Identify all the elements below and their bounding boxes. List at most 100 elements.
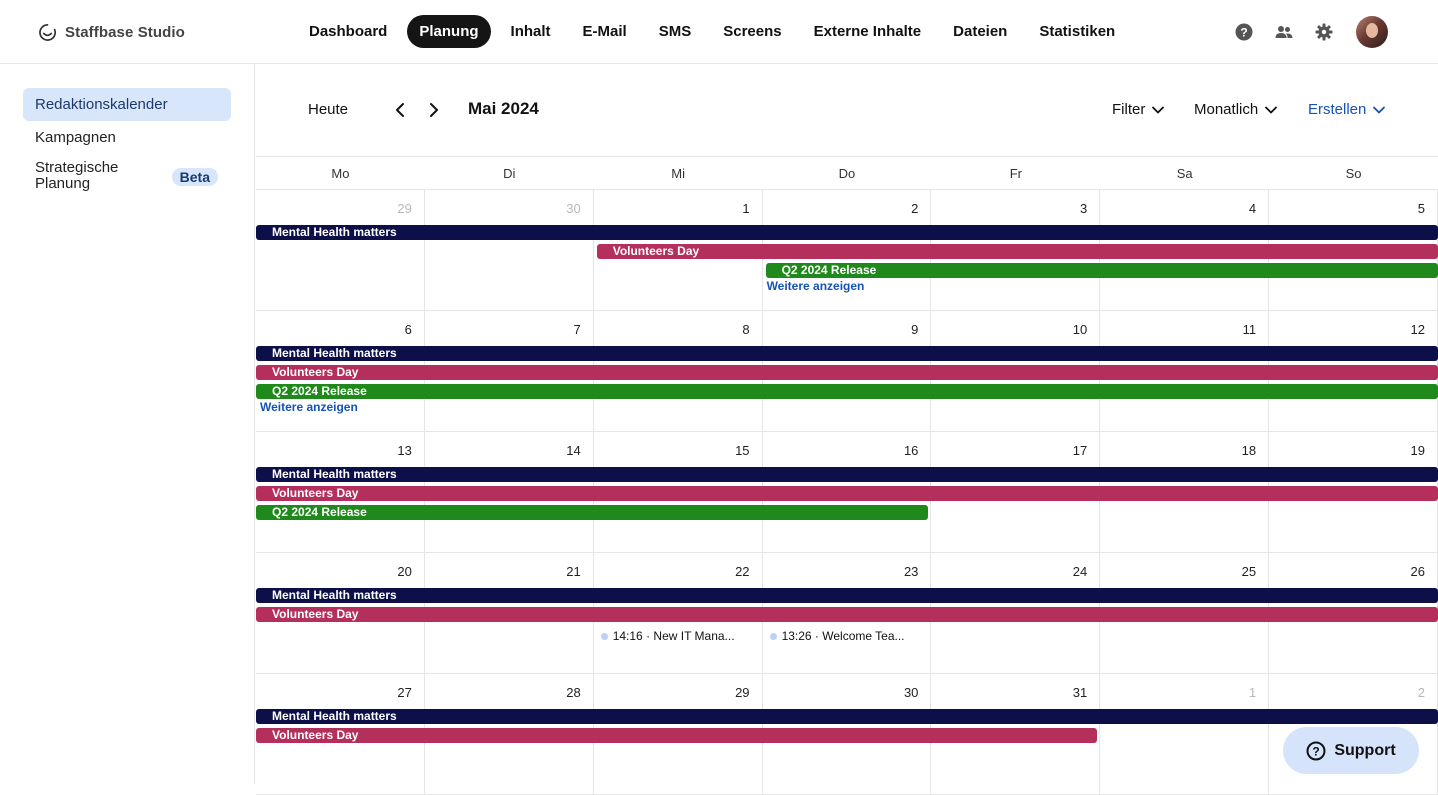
event-bar[interactable]: Q2 2024 Release xyxy=(256,505,929,520)
avatar[interactable] xyxy=(1356,16,1388,48)
day-number: 1 xyxy=(1248,685,1257,700)
sidebar-item-redaktionskalender[interactable]: Redaktionskalender xyxy=(23,88,231,121)
svg-text:?: ? xyxy=(1313,744,1320,758)
day-number: 16 xyxy=(903,443,919,458)
scheduled-post[interactable]: 14:16 · New IT Mana... xyxy=(600,629,735,643)
chevron-down-icon xyxy=(1265,106,1278,114)
nav-email[interactable]: E-Mail xyxy=(582,23,627,40)
event-bar[interactable]: Volunteers Day xyxy=(596,244,1438,259)
create-dropdown[interactable]: Erstellen xyxy=(1308,101,1386,118)
event-bar[interactable]: Mental Health matters xyxy=(256,588,1438,603)
next-month-icon[interactable] xyxy=(424,100,444,120)
day-cell[interactable]: 1 xyxy=(1100,674,1270,795)
gear-icon[interactable] xyxy=(1304,14,1344,50)
chevron-down-icon xyxy=(1373,106,1386,114)
sidebar-item-kampagnen[interactable]: Kampagnen xyxy=(23,128,231,148)
day-number: 29 xyxy=(735,685,750,700)
event-bar[interactable]: Mental Health matters xyxy=(256,225,1438,240)
nav-statistiken[interactable]: Statistiken xyxy=(1039,23,1116,40)
sidebar-item-strategische-planung[interactable]: Strategische Planung Beta xyxy=(23,160,231,194)
day-number: 9 xyxy=(911,322,919,337)
help-icon[interactable]: ? xyxy=(1224,14,1264,50)
show-more-link[interactable]: Weitere anzeigen xyxy=(766,279,865,293)
day-number: 20 xyxy=(397,564,412,579)
event-bar[interactable]: Volunteers Day xyxy=(256,486,1438,501)
nav-externe-inhalte[interactable]: Externe Inhalte xyxy=(813,23,922,40)
day-number: 3 xyxy=(1080,201,1088,216)
nav-sms[interactable]: SMS xyxy=(658,23,692,40)
scheduled-post[interactable]: 13:26 · Welcome Tea... xyxy=(769,629,905,643)
nav-inhalt[interactable]: Inhalt xyxy=(510,23,551,40)
post-label: 13:26 · Welcome Tea... xyxy=(781,629,905,643)
create-label: Erstellen xyxy=(1308,101,1367,118)
view-dropdown[interactable]: Monatlich xyxy=(1194,101,1278,118)
day-cell[interactable]: 30 xyxy=(425,190,594,311)
calendar-week: 20 21 22 23 24 25 26 Mental Health matters Volun… xyxy=(256,553,1438,674)
day-number: 24 xyxy=(1072,564,1088,579)
day-number: 8 xyxy=(742,322,750,337)
day-number: 2 xyxy=(911,201,919,216)
month-title: Mai 2024 xyxy=(468,99,539,118)
weekday-label: Mi xyxy=(671,166,685,181)
day-number: 29 xyxy=(397,201,412,216)
weekday-label: Di xyxy=(503,166,516,181)
sidebar-item-label: Kampagnen xyxy=(35,129,116,146)
top-icons: ? xyxy=(1224,14,1388,50)
calendar-toolbar: Heute Mai 2024 Filter Monatlich Erstelle… xyxy=(256,64,1438,157)
day-number: 12 xyxy=(1410,322,1425,337)
day-number: 19 xyxy=(1410,443,1425,458)
show-more-link[interactable]: Weitere anzeigen xyxy=(260,400,358,414)
day-cell[interactable]: 31 xyxy=(931,674,1101,795)
day-number: 27 xyxy=(397,685,412,700)
weekday-label: Sa xyxy=(1176,166,1193,181)
people-icon[interactable] xyxy=(1264,14,1304,50)
event-bar[interactable]: Q2 2024 Release xyxy=(765,263,1438,278)
day-cell[interactable]: 2 xyxy=(1269,674,1438,795)
nav-dateien[interactable]: Dateien xyxy=(953,23,1008,40)
event-bar[interactable]: Volunteers Day xyxy=(256,607,1438,622)
day-number: 11 xyxy=(1242,322,1257,337)
filter-dropdown[interactable]: Filter xyxy=(1112,101,1165,118)
weekday-label: Fr xyxy=(1009,166,1022,181)
day-number: 28 xyxy=(566,685,581,700)
day-number: 25 xyxy=(1241,564,1257,579)
day-number: 22 xyxy=(735,564,750,579)
event-bar[interactable]: Mental Health matters xyxy=(256,467,1438,482)
weekday-label: Mo xyxy=(331,166,350,181)
day-number: 14 xyxy=(566,443,581,458)
view-label: Monatlich xyxy=(1194,101,1259,118)
calendar-week: 29 30 1 2 3 4 5 Mental Health matters Volunteers… xyxy=(256,190,1438,311)
day-number: 6 xyxy=(404,322,412,337)
weekday-label: So xyxy=(1345,166,1362,181)
main-nav: Dashboard Planung Inhalt E-Mail SMS Scre… xyxy=(297,15,1135,48)
event-bar[interactable]: Q2 2024 Release xyxy=(256,384,1438,399)
day-number: 7 xyxy=(573,322,581,337)
event-bar[interactable]: Volunteers Day xyxy=(256,728,1098,743)
staffbase-logo-icon xyxy=(39,23,57,41)
day-number: 23 xyxy=(903,564,919,579)
day-number: 21 xyxy=(566,564,581,579)
day-number: 13 xyxy=(397,443,412,458)
day-number: 10 xyxy=(1072,322,1088,337)
previous-month-icon[interactable] xyxy=(390,100,410,120)
day-cell[interactable]: 29 xyxy=(256,190,425,311)
today-button[interactable]: Heute xyxy=(308,101,349,118)
nav-planung[interactable]: Planung xyxy=(407,15,491,48)
support-button[interactable]: ? Support xyxy=(1283,727,1419,774)
help-icon: ? xyxy=(1306,741,1326,760)
calendar-week: 13 14 15 16 17 18 19 Mental Health matters Volun… xyxy=(256,432,1438,553)
calendar-week: 6 7 8 9 10 11 12 Mental Health matters Volunteer… xyxy=(256,311,1438,432)
event-bar[interactable]: Volunteers Day xyxy=(256,365,1438,380)
beta-badge: Beta xyxy=(171,168,218,186)
day-number: 17 xyxy=(1072,443,1088,458)
weekday-label: Do xyxy=(838,166,856,181)
sidebar: Redaktionskalender Kampagnen Strategisch… xyxy=(0,64,255,784)
weekday-header: Mo Di Mi Do Fr Sa So xyxy=(256,157,1438,190)
top-bar: Staffbase Studio Dashboard Planung Inhal… xyxy=(0,0,1438,64)
nav-screens[interactable]: Screens xyxy=(723,23,782,40)
post-status-dot xyxy=(769,632,777,640)
event-bar[interactable]: Mental Health matters xyxy=(256,346,1438,361)
nav-dashboard[interactable]: Dashboard xyxy=(309,23,388,40)
event-bar[interactable]: Mental Health matters xyxy=(256,709,1438,724)
brand[interactable]: Staffbase Studio xyxy=(38,20,185,44)
